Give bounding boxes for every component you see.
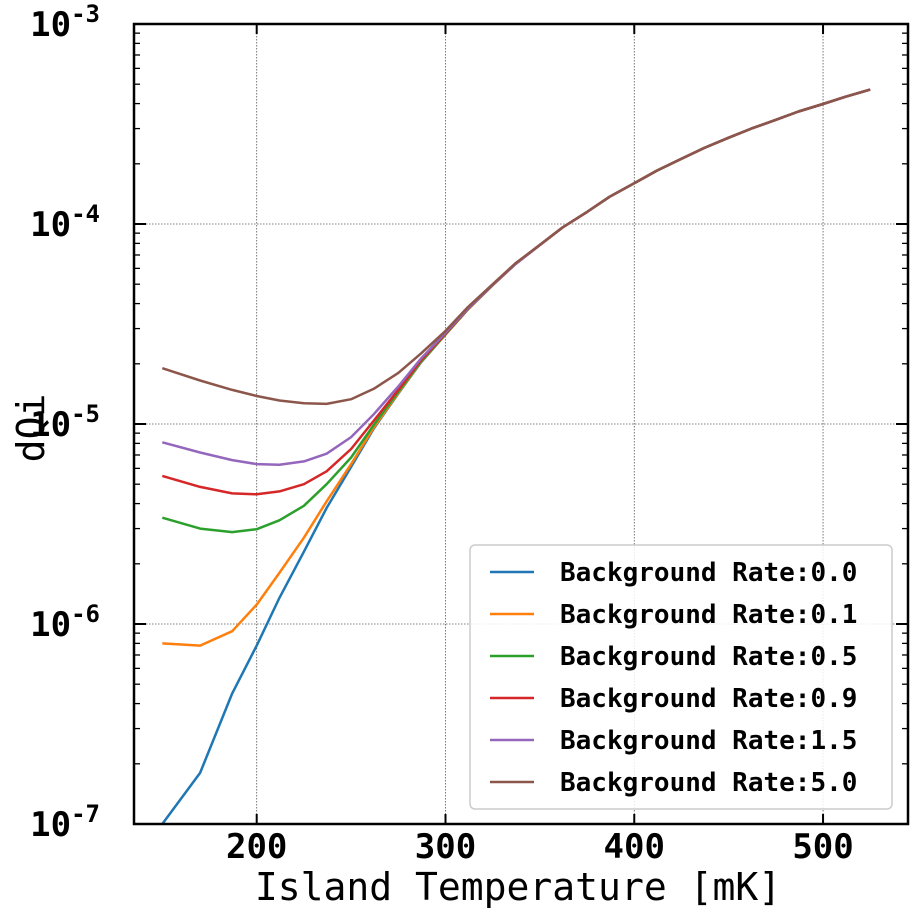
- y-tick-base: 10: [30, 805, 71, 845]
- legend-label: Background Rate:1.5: [560, 726, 857, 756]
- y-tick-label: 10-7: [30, 800, 100, 845]
- y-tick-base: 10: [30, 5, 71, 45]
- y-tick-label: 10-6: [30, 600, 100, 645]
- legend-label: Background Rate:0.5: [560, 642, 857, 672]
- y-tick-label: 10-5: [30, 400, 100, 445]
- x-axis-label: Island Temperature [mK]: [255, 865, 781, 909]
- series-lines: [161, 88, 871, 825]
- x-tick-label: 500: [792, 827, 853, 867]
- y-axis-label: dQi: [9, 394, 53, 463]
- legend: Background Rate:0.0 Background Rate:0.1 Ba…: [469, 544, 893, 810]
- grid: [134, 24, 908, 824]
- y-tick-labels: 10-710-610-510-410-3: [30, 0, 100, 845]
- y-tick-base: 10: [30, 605, 71, 645]
- legend-label: Background Rate:0.0: [560, 558, 857, 588]
- plot-frame: [132, 22, 910, 826]
- x-tick-label: 400: [604, 827, 665, 867]
- y-tick-exponent: -6: [71, 600, 100, 628]
- y-tick-base: 10: [30, 405, 71, 445]
- y-tick-label: 10-3: [30, 0, 100, 45]
- y-tick-exponent: -4: [71, 200, 100, 228]
- legend-box: [469, 544, 893, 810]
- x-tick-labels: 200 300 400 500: [226, 827, 854, 867]
- x-tick-label: 300: [415, 827, 476, 867]
- y-tick-exponent: -7: [71, 800, 100, 828]
- legend-label: Background Rate:0.1: [560, 600, 857, 630]
- y-tick-exponent: -5: [71, 400, 100, 428]
- y-tick-label: 10-4: [30, 200, 100, 245]
- series-line-5: [161, 88, 871, 406]
- y-tick-base: 10: [30, 205, 71, 245]
- y-tick-exponent: -3: [71, 0, 100, 28]
- legend-label: Background Rate:5.0: [560, 768, 857, 798]
- legend-label: Background Rate:0.9: [560, 684, 857, 714]
- x-tick-label: 200: [226, 827, 287, 867]
